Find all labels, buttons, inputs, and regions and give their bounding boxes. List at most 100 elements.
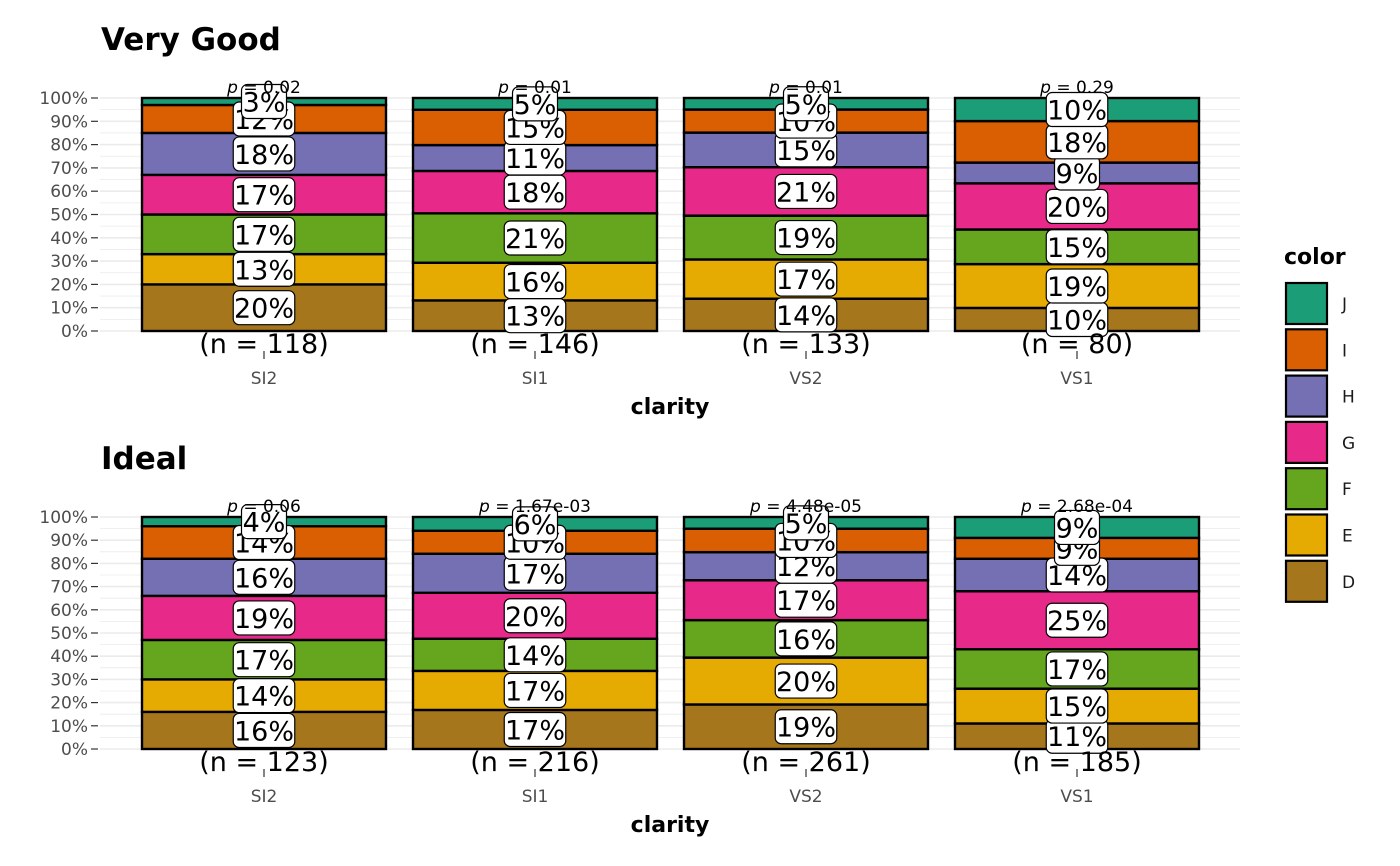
chart-panel-1: Ideal 0% 10% 20% 30% 40% 50% 60% 70% 80% 90% 100% 16… — [39, 441, 1240, 838]
data-label: 21% — [505, 224, 565, 255]
x-tick-label: SI2 — [251, 369, 278, 389]
data-label: 14% — [505, 641, 565, 672]
y-tick-label: 70% — [50, 578, 88, 598]
data-label-box — [774, 261, 838, 297]
legend-swatch-i — [1284, 328, 1329, 372]
data-label-box — [774, 663, 838, 699]
data-label-box — [782, 86, 830, 122]
data-label: 3% — [243, 87, 286, 118]
legend-swatch-g — [1284, 420, 1329, 464]
y-tick-label: 30% — [50, 670, 88, 690]
legend-label: J — [1341, 295, 1347, 315]
data-label-box — [232, 678, 296, 714]
legend-label: F — [1342, 480, 1352, 500]
data-label: 5% — [785, 90, 828, 121]
data-label: 5% — [785, 509, 828, 540]
data-label-box — [1045, 229, 1109, 265]
y-tick-label: 80% — [50, 554, 88, 574]
data-label: 9% — [1056, 159, 1099, 190]
x-tick-label: VS2 — [789, 787, 822, 807]
legend-swatch-d — [1284, 559, 1329, 603]
legend-title: color — [1284, 245, 1346, 270]
data-label: 13% — [234, 255, 294, 286]
data-label-box — [232, 136, 296, 172]
data-label: 14% — [1047, 561, 1107, 592]
y-tick-label: 40% — [50, 647, 88, 667]
p-value-label: p = 2.68e-04 — [1020, 497, 1133, 517]
data-label-box — [503, 263, 567, 300]
data-label-box — [511, 86, 559, 122]
x-tick-label: SI2 — [251, 787, 278, 807]
data-label: 19% — [776, 224, 836, 255]
data-label: 15% — [776, 136, 836, 167]
data-label-box — [1053, 509, 1101, 546]
x-tick-label: VS1 — [1060, 787, 1093, 807]
y-tick-label: 60% — [50, 182, 88, 202]
data-label-box — [774, 297, 838, 333]
y-tick-label: 10% — [50, 717, 88, 737]
data-label: 16% — [234, 563, 294, 594]
data-label: 18% — [234, 140, 294, 171]
data-label: 17% — [234, 646, 294, 677]
y-tick-label: 50% — [50, 206, 88, 226]
data-label: 20% — [1047, 192, 1107, 223]
data-label: 4% — [243, 508, 286, 539]
x-tick-label: VS1 — [1060, 369, 1093, 389]
data-label: 17% — [505, 676, 565, 707]
data-label: 16% — [776, 625, 836, 656]
data-label: 11% — [1047, 722, 1107, 753]
data-label-box — [503, 220, 567, 256]
data-label: 18% — [505, 178, 565, 209]
data-label-box — [1045, 602, 1109, 638]
data-label-box — [1045, 651, 1109, 687]
y-tick-label: 100% — [39, 89, 88, 109]
p-value-label: p = 0.06 — [226, 497, 301, 517]
data-label: 19% — [234, 604, 294, 635]
y-tick-label: 50% — [50, 624, 88, 644]
data-label-box — [232, 216, 296, 252]
y-tick-label: 40% — [50, 229, 88, 249]
y-tick-label: 80% — [50, 136, 88, 156]
data-label: 10% — [1047, 305, 1107, 336]
data-label: 17% — [776, 586, 836, 617]
data-label: 17% — [505, 559, 565, 590]
data-label-box — [240, 83, 288, 120]
data-label: 17% — [505, 715, 565, 746]
data-label-box — [503, 637, 567, 673]
data-label-box — [240, 504, 288, 540]
data-label-box — [1045, 688, 1109, 724]
p-value-label: p = 0.29 — [1039, 78, 1114, 98]
chart-panel-0: Very Good 0% 10% 20% 30% 40% 50% 60% 70% 80% 90% 10… — [39, 22, 1240, 420]
legend-swatch-h — [1284, 374, 1329, 418]
p-value-label: p = 0.02 — [226, 78, 301, 98]
data-label: 16% — [505, 268, 565, 299]
data-label: 17% — [776, 265, 836, 296]
data-label-box — [503, 711, 567, 748]
data-label: 15% — [1047, 692, 1107, 723]
y-tick-label: 90% — [50, 531, 88, 551]
data-label: 5% — [514, 90, 557, 121]
y-tick-label: 30% — [50, 252, 88, 272]
data-label-box — [503, 672, 567, 709]
legend-label: D — [1342, 573, 1355, 593]
data-label: 20% — [234, 294, 294, 325]
data-label: 18% — [1047, 128, 1107, 159]
legend: color J I H G F E D — [1284, 245, 1355, 603]
legend-label: H — [1342, 388, 1355, 408]
data-label-box — [232, 712, 296, 749]
data-label: 25% — [1047, 606, 1107, 637]
panel-title: Very Good — [101, 22, 281, 58]
x-tick-label: SI1 — [522, 787, 549, 807]
legend-label: E — [1342, 527, 1353, 547]
legend-swatch-f — [1284, 467, 1329, 511]
data-label: 14% — [234, 682, 294, 713]
data-label: 21% — [776, 177, 836, 208]
y-tick-label: 0% — [61, 740, 88, 760]
p-value-label: p = 0.01 — [497, 78, 572, 98]
data-label-box — [1045, 268, 1109, 304]
panel-title: Ideal — [101, 441, 187, 477]
data-label: 17% — [1047, 655, 1107, 686]
data-label-box — [774, 709, 838, 745]
data-label: 19% — [1047, 272, 1107, 303]
data-label: 9% — [1056, 513, 1099, 544]
